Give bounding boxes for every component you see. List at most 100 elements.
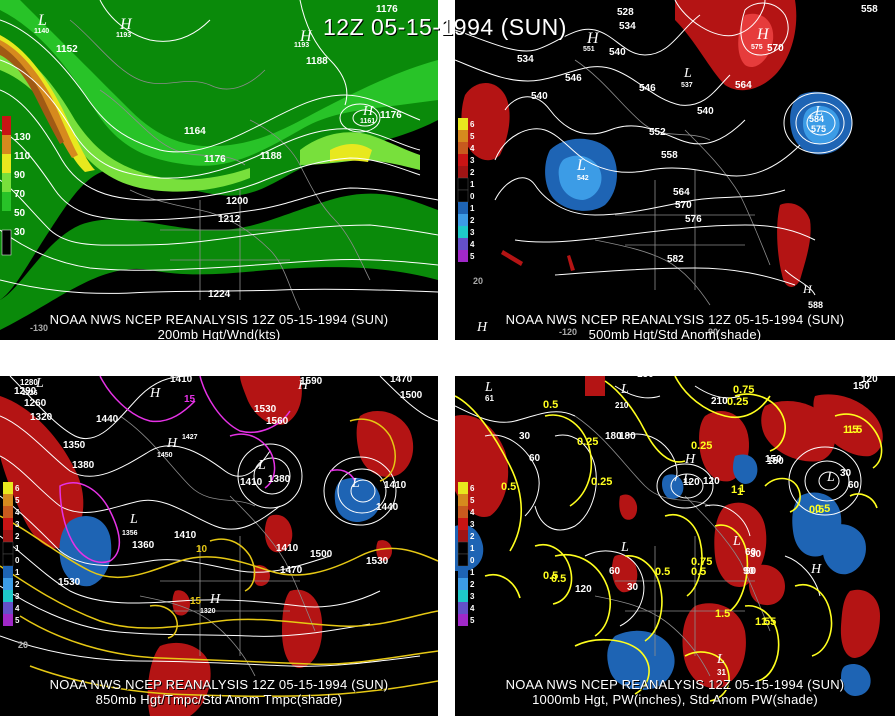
anom-red-small (501, 250, 523, 266)
anom-red-sw (840, 589, 880, 658)
anom-red-mid (748, 564, 785, 606)
small-label: 31 (717, 668, 726, 677)
legend-label: 3 (15, 520, 20, 529)
contour-label: 1410 (240, 477, 263, 488)
legend-label: 5 (470, 252, 475, 261)
small-label: 575 (751, 44, 763, 51)
low-marker: L (352, 476, 360, 491)
contour-label: 1350 (63, 440, 86, 451)
small-label: 551 (583, 46, 595, 53)
legend-label: 5 (15, 616, 20, 625)
contour-label: 120 (861, 376, 878, 385)
contour-label: 1188 (306, 56, 328, 67)
contour-label: 540 (531, 91, 548, 102)
contour-label: 1224 (208, 289, 231, 300)
low-marker: L (621, 382, 629, 397)
caption-850mb: NOAA NWS NCEP REANALYSIS 12Z 05-15-1994 … (0, 677, 438, 707)
low-marker: L (733, 534, 741, 549)
anom-red-west (455, 415, 509, 517)
anom-legend (457, 482, 469, 626)
anom-red-se (682, 603, 746, 689)
contour-label: 576 (685, 214, 702, 225)
anom-blue-west-core (558, 155, 602, 200)
anom-red-se (777, 203, 811, 287)
legend-label: 110 (14, 151, 31, 162)
anom-legend (457, 118, 469, 262)
small-label: 1320 (200, 608, 216, 615)
caption-line1: NOAA NWS NCEP REANALYSIS 12Z 05-15-1994 … (505, 312, 845, 327)
contour-label: 30 (627, 582, 639, 593)
contour-label: 1530 (58, 577, 81, 588)
contour-label: 30 (840, 468, 852, 479)
lon-label: -130 (30, 323, 49, 333)
contour-label: 1164 (184, 126, 206, 137)
contour-label: 546 (565, 73, 582, 84)
contour-label: 120 (683, 477, 700, 488)
lon-label: -90 (705, 327, 719, 337)
low-marker: L (717, 652, 725, 667)
height-contours (0, 376, 438, 667)
wind-shade-orange (0, 40, 78, 158)
contour-label: 564 (673, 187, 690, 198)
legend-label: 2 (470, 532, 475, 541)
low-marker: L (621, 540, 629, 555)
legend-label: 0 (15, 556, 20, 565)
small-label: 542 (577, 175, 589, 182)
wind-shade-lower (0, 193, 438, 330)
contour-label: 90 (743, 566, 755, 577)
contour-label: 1410 (170, 376, 193, 385)
high-marker: H (300, 28, 312, 45)
anom-blue-east (334, 477, 381, 522)
contour-label: 0.5 (691, 566, 707, 578)
legend-label: 3 (470, 592, 475, 601)
contour-label: 1440 (376, 502, 399, 513)
contour-label: 120 (575, 584, 592, 595)
high-marker: H (477, 320, 488, 335)
legend-label: 0 (470, 192, 475, 201)
low-marker: L (683, 472, 691, 487)
small-label: 1450 (157, 452, 173, 459)
anom-red-north (585, 376, 605, 396)
contour-label: 20 (18, 640, 29, 650)
legend-label: 2 (15, 580, 20, 589)
contour-label: 582 (667, 254, 684, 265)
contour-label: 0.5 (501, 481, 517, 493)
legend-label: 70 (14, 189, 26, 200)
contour-label: 1152 (56, 44, 78, 55)
contour-label: 570 (675, 200, 692, 211)
contour-label: 1260 (24, 398, 47, 409)
legend-label: 4 (470, 240, 475, 249)
contour-label: 534 (517, 54, 534, 65)
map-1000mb (455, 376, 895, 716)
panel-500mb: 6 5 4 3 2 1 0 1 2 3 4 5 528 534 534 540 … (455, 0, 895, 340)
contour-label: 1 (737, 486, 744, 498)
height-contours (0, 0, 438, 294)
legend-label: 5 (470, 616, 475, 625)
contour-label: 210 (711, 396, 728, 407)
contour-label: 1410 (384, 480, 407, 491)
contour-label: 60 (745, 547, 757, 558)
legend-label: 6 (470, 484, 475, 493)
wind-shade-brown (0, 45, 64, 144)
contour-label: 60 (848, 480, 860, 491)
contour-label: 0.25 (591, 476, 613, 488)
contour-label: 180 (605, 431, 622, 442)
anom-red-south (611, 554, 638, 593)
contour-label: 552 (649, 127, 666, 138)
contour-label: 1410 (276, 543, 299, 554)
contour-label: 1360 (132, 540, 155, 551)
low-marker: L (130, 512, 138, 527)
legend-label: 3 (470, 228, 475, 237)
small-label: 210 (615, 401, 629, 410)
contour-label: 1.5 (755, 616, 771, 628)
small-label: 1356 (122, 530, 138, 537)
caption-line2: 850mb Hgt/Tmpc/Std Anom Tmpc(shade) (95, 692, 343, 707)
legend-label: 1 (470, 544, 475, 553)
anom-red-ne-core (738, 13, 774, 68)
anom-blue-east-core (803, 105, 840, 144)
lon-label: 20 (18, 640, 29, 650)
lon-label: 20 (473, 276, 484, 286)
legend-label: 1 (470, 180, 475, 189)
contour-label: 534 (619, 21, 636, 32)
contour-label: 1380 (72, 460, 95, 471)
